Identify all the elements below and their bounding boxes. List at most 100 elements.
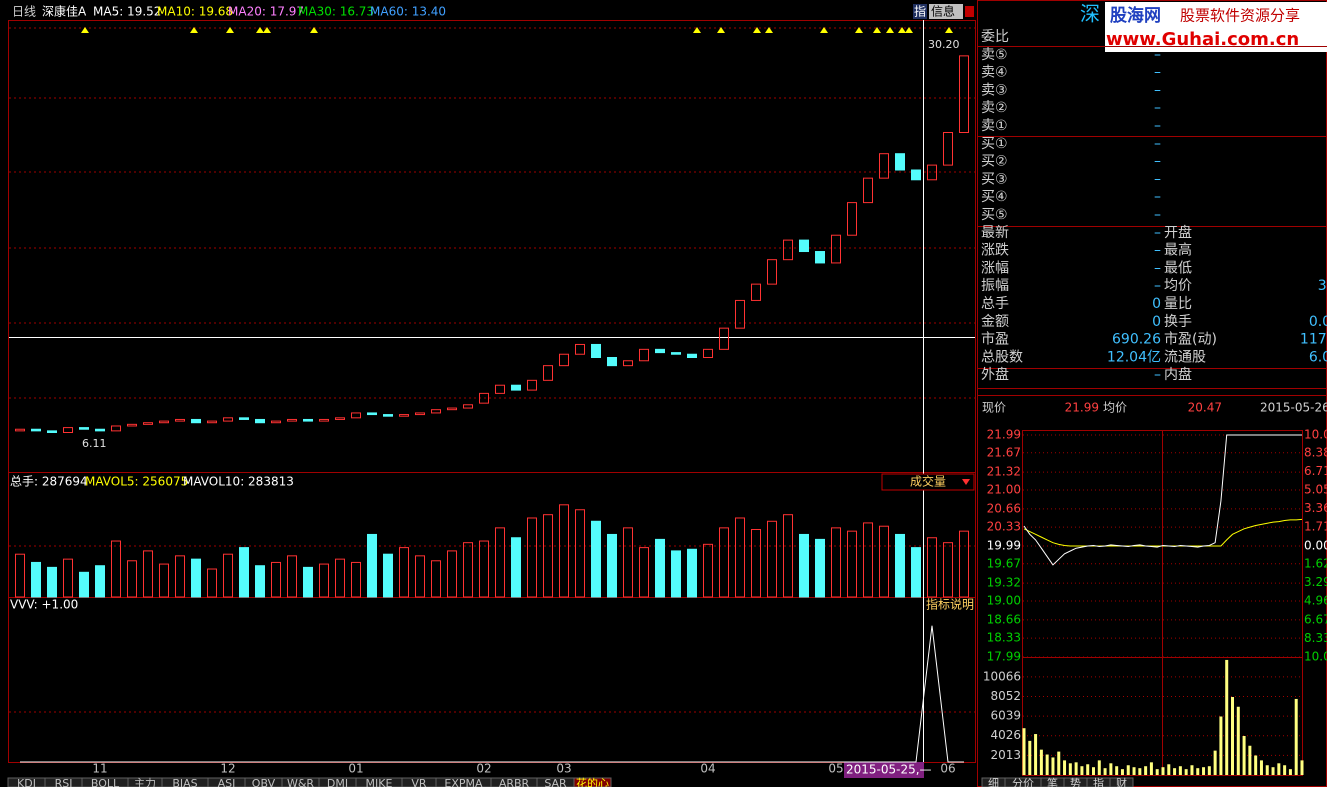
tab[interactable]: W&R xyxy=(287,777,314,787)
quote-value: 6.00 xyxy=(1309,349,1327,365)
side-tab[interactable]: 指 xyxy=(1093,776,1104,787)
signal xyxy=(226,27,234,33)
volume-bar xyxy=(463,542,473,598)
tab[interactable]: VR xyxy=(411,777,427,787)
y2-tick-label: 6.71 xyxy=(1304,464,1327,478)
intraday-volume-bar xyxy=(1051,757,1055,775)
button-bg xyxy=(913,4,927,19)
y2-tick-label: 1.71 xyxy=(1304,520,1327,534)
intraday-header: 21.99 xyxy=(1065,401,1099,415)
y-tick-label: 20.33 xyxy=(987,520,1021,534)
quote-value: 1171. xyxy=(1300,332,1327,348)
volume-bar xyxy=(639,547,649,598)
intraday-volume-bar xyxy=(1161,767,1165,775)
signal xyxy=(886,27,894,33)
quote-label: 买① xyxy=(981,136,1008,152)
quote-value: – xyxy=(1154,171,1161,187)
tab[interactable]: OBV xyxy=(252,777,276,787)
quote-label: 振幅 xyxy=(981,278,1009,294)
indicator-help[interactable]: 指标说明 xyxy=(926,597,974,612)
tab[interactable]: ARBR xyxy=(499,777,530,787)
tab[interactable]: RSI xyxy=(55,777,73,787)
x-tick-label: 02 xyxy=(476,762,491,776)
tab[interactable]: KDJ xyxy=(17,777,36,787)
candle xyxy=(943,132,953,166)
tab[interactable]: BIAS xyxy=(172,777,197,787)
tab[interactable]: DMI xyxy=(327,777,348,787)
quote-value: – xyxy=(1154,243,1161,259)
tab[interactable]: SAR xyxy=(544,777,567,787)
candle xyxy=(175,418,185,422)
side-tab[interactable]: 分价 xyxy=(1012,777,1034,787)
quote-label: 买③ xyxy=(981,171,1008,187)
candle xyxy=(575,343,585,355)
indicator-line xyxy=(20,625,964,763)
quote-label: 涨幅 xyxy=(981,260,1009,276)
side-tab[interactable]: 细 xyxy=(988,777,999,787)
y2-tick-label: 10.0 xyxy=(1304,650,1327,664)
signal xyxy=(765,27,773,33)
candle xyxy=(239,417,249,420)
candle xyxy=(703,348,713,359)
candle xyxy=(79,427,89,430)
candle xyxy=(927,164,937,181)
quote-label: 委比 xyxy=(981,29,1009,45)
candle xyxy=(751,283,761,301)
signal xyxy=(873,27,881,33)
candle xyxy=(303,418,313,422)
quote-value: – xyxy=(1154,225,1161,241)
quote-value: – xyxy=(1154,154,1161,170)
x-tick-label: 11 xyxy=(92,762,107,776)
quote-separators xyxy=(978,46,1327,396)
x-tick-label: 04 xyxy=(700,762,715,776)
info-button[interactable]: 信息 xyxy=(931,4,955,19)
intraday-volume-bar xyxy=(1028,740,1032,775)
quote-label: 金额 xyxy=(981,314,1009,330)
volume-bar xyxy=(287,555,297,598)
intraday-volume-bar xyxy=(1283,765,1287,775)
signal xyxy=(820,27,828,33)
tab[interactable]: 主力 xyxy=(134,777,156,787)
volume-bar xyxy=(959,530,969,598)
volume-bar xyxy=(767,520,777,598)
tab[interactable]: EXPMA xyxy=(444,777,483,787)
button-bg xyxy=(929,4,963,19)
side-tab[interactable]: 财 xyxy=(1116,776,1127,787)
candle xyxy=(447,407,457,411)
quote-value: 0 xyxy=(1152,296,1161,312)
candle xyxy=(223,417,233,422)
candle xyxy=(111,425,121,432)
tab[interactable]: ASI xyxy=(218,777,236,787)
x-tick-label: 05 xyxy=(828,762,843,776)
dropdown-arrow xyxy=(962,479,970,485)
tab[interactable]: BOLL xyxy=(91,777,120,787)
tab[interactable]: 花的心 xyxy=(576,776,609,787)
date-tag-bg xyxy=(844,762,924,778)
quote-value: 690.26 xyxy=(1112,332,1161,348)
intraday-volume-bar xyxy=(1202,767,1206,775)
tool-button[interactable]: 指 xyxy=(914,4,926,19)
y-tick-label: 21.67 xyxy=(987,445,1021,459)
quote-label: 总股数 xyxy=(981,349,1023,365)
candle xyxy=(367,412,377,416)
intraday-volume-bar xyxy=(1277,763,1281,775)
y-tick-label: 8052 xyxy=(990,689,1021,703)
candle xyxy=(783,239,793,261)
candle xyxy=(463,404,473,409)
quote-value: 0 xyxy=(1152,314,1161,330)
side-tab[interactable]: 势 xyxy=(1070,777,1081,787)
volume-bar xyxy=(319,563,329,598)
avg-line xyxy=(1023,518,1303,547)
volume-bar xyxy=(895,533,905,598)
volume-selector[interactable]: 成交量 xyxy=(910,474,946,489)
side-tab[interactable]: 笔 xyxy=(1047,776,1058,787)
low-annotation: 6.11 xyxy=(82,437,107,450)
quote-value: – xyxy=(1154,100,1161,116)
signal xyxy=(945,27,953,33)
volume-bar xyxy=(335,558,345,598)
tab[interactable]: MIKE xyxy=(366,777,393,787)
volume-bar xyxy=(447,550,457,598)
ma-legend: MA5: 19.52 xyxy=(93,5,161,19)
volume-bar xyxy=(527,517,537,598)
